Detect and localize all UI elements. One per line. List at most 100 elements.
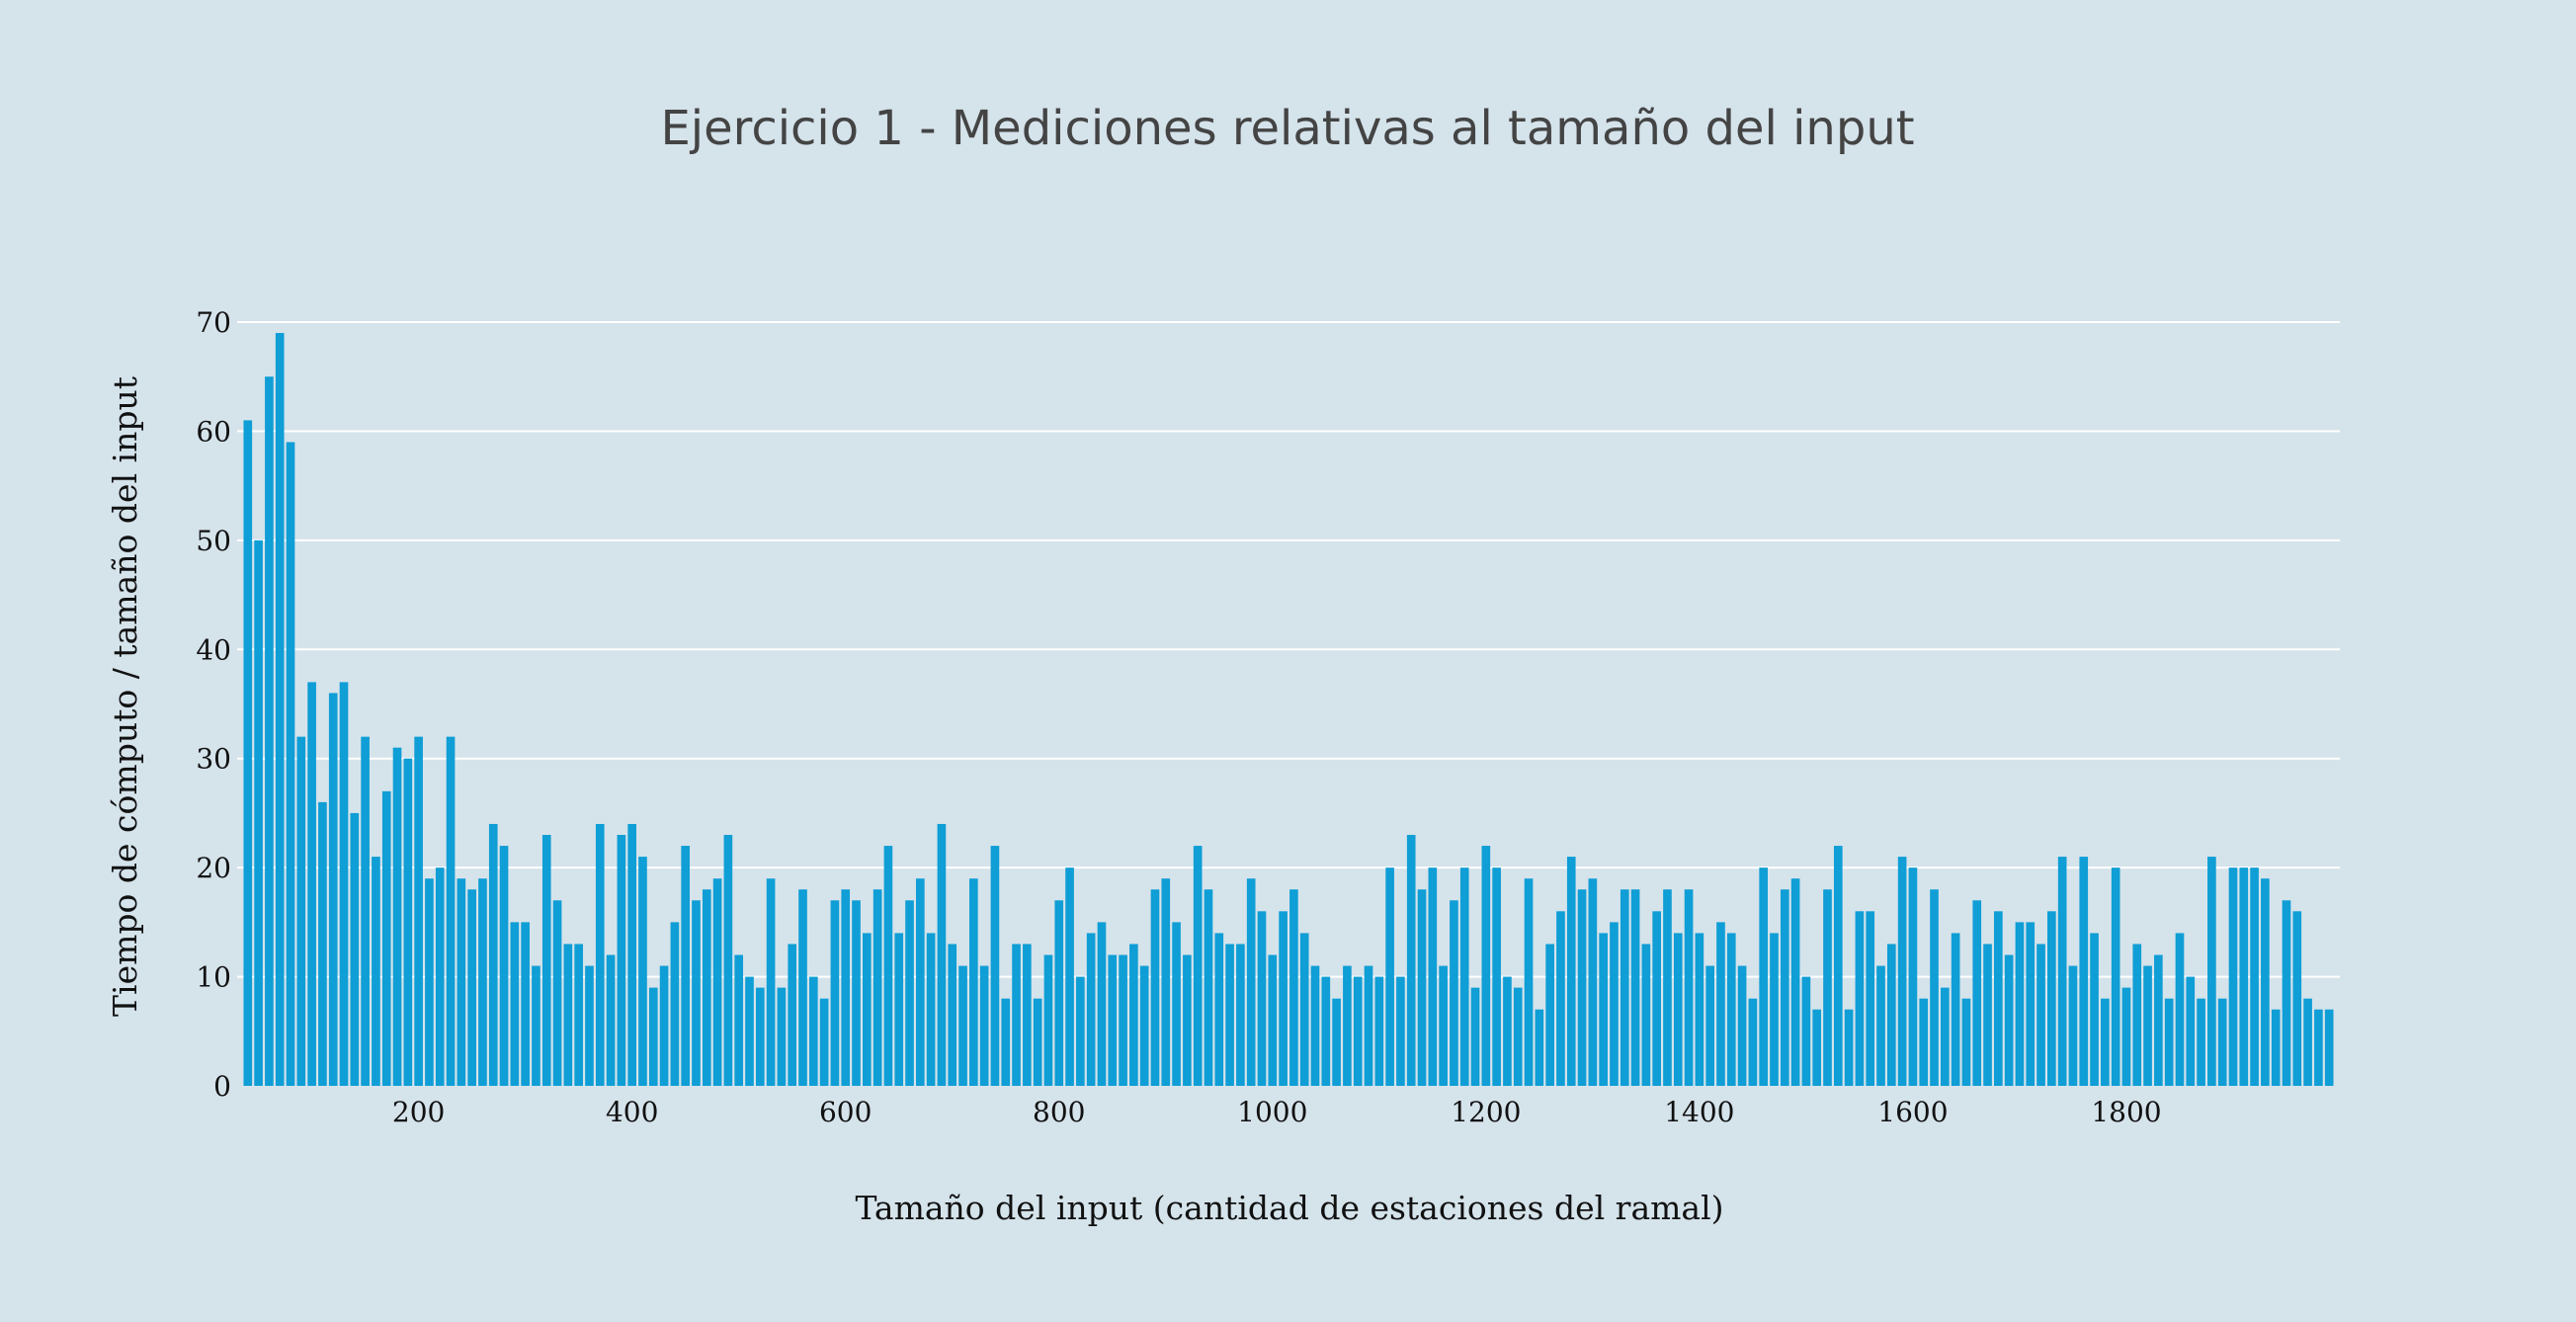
bar [2175, 933, 2185, 1086]
bar [1663, 889, 1672, 1086]
bar [670, 922, 680, 1086]
bar [1610, 922, 1619, 1086]
bar [552, 900, 562, 1086]
bar [979, 965, 989, 1086]
bar [1866, 911, 1875, 1086]
bar [1236, 944, 1245, 1086]
bar [948, 944, 957, 1086]
bar [1108, 954, 1118, 1086]
bar [1695, 933, 1704, 1086]
bar [969, 878, 978, 1086]
bar [286, 442, 295, 1087]
bar [1492, 868, 1501, 1086]
bar [1684, 889, 1694, 1086]
bar [254, 539, 263, 1086]
bar [788, 944, 797, 1086]
bar [541, 835, 551, 1086]
x-tick-label: 1400 [1664, 1096, 1734, 1128]
bar [606, 954, 616, 1086]
bar [2015, 922, 2025, 1086]
bar [2217, 998, 2227, 1086]
bar [2047, 911, 2056, 1086]
bar [275, 333, 285, 1086]
bar [1897, 857, 1907, 1086]
bar [2057, 857, 2067, 1086]
bar [1588, 878, 1598, 1086]
x-tick-label: 800 [1033, 1096, 1085, 1128]
bar [1833, 846, 1843, 1086]
bar [659, 965, 669, 1086]
bar [1374, 976, 1384, 1086]
bar [1524, 878, 1534, 1086]
bar [1001, 998, 1011, 1086]
bar [2314, 1009, 2323, 1086]
bar [1161, 878, 1171, 1086]
bar [1481, 846, 1491, 1086]
bar [1150, 889, 1160, 1086]
bar [296, 736, 306, 1086]
bar [595, 823, 605, 1086]
bar [2324, 1009, 2334, 1086]
bar [585, 965, 594, 1086]
bar [1246, 878, 1256, 1086]
bar [1801, 976, 1811, 1086]
bar [1599, 933, 1608, 1086]
bar [1257, 911, 1267, 1086]
bar [521, 922, 530, 1086]
bar [723, 835, 733, 1086]
bar [457, 878, 466, 1086]
bar [2101, 998, 2110, 1086]
bar [243, 420, 253, 1086]
bar [1513, 987, 1523, 1086]
bar [1343, 965, 1352, 1086]
bar [265, 376, 274, 1087]
x-tick-label: 400 [606, 1096, 658, 1128]
bar [819, 998, 829, 1086]
bar [2143, 965, 2152, 1086]
bar [1876, 965, 1885, 1086]
bar [563, 944, 573, 1086]
bar [2036, 944, 2045, 1086]
bar [467, 889, 476, 1086]
bar [2132, 944, 2142, 1086]
bar [425, 878, 434, 1086]
bar [1620, 889, 1629, 1086]
y-axis-ticks: 0 10 20 30 40 50 60 70 [196, 306, 231, 1103]
bar [990, 846, 1000, 1086]
bar [381, 790, 391, 1086]
bar [318, 801, 327, 1086]
bar [755, 987, 765, 1086]
bar [2261, 878, 2270, 1086]
bar [1737, 965, 1747, 1086]
bar [1406, 835, 1416, 1086]
bar [2090, 933, 2099, 1086]
bar [1076, 976, 1085, 1086]
bar [894, 933, 904, 1086]
bar [339, 682, 349, 1086]
bar [1983, 944, 1992, 1086]
y-tick-label: 10 [196, 961, 231, 994]
bar [1097, 922, 1107, 1086]
bar [2239, 868, 2249, 1086]
x-tick-label: 1000 [1237, 1096, 1307, 1128]
bar [1129, 944, 1138, 1086]
y-tick-label: 50 [196, 525, 231, 557]
bar [798, 889, 807, 1086]
bar [488, 823, 498, 1086]
bar [627, 823, 636, 1086]
bar [1577, 889, 1587, 1086]
bar [777, 987, 787, 1086]
bar [1930, 889, 1939, 1086]
bar [1321, 976, 1331, 1086]
bar [1908, 868, 1918, 1086]
bar [307, 682, 316, 1086]
bar [1844, 1009, 1854, 1086]
bar [574, 944, 583, 1086]
bar [2282, 900, 2291, 1086]
bar [1023, 944, 1032, 1086]
bar [1630, 889, 1640, 1086]
bar [1204, 889, 1213, 1086]
bar [1417, 889, 1427, 1086]
bar [1193, 846, 1203, 1086]
